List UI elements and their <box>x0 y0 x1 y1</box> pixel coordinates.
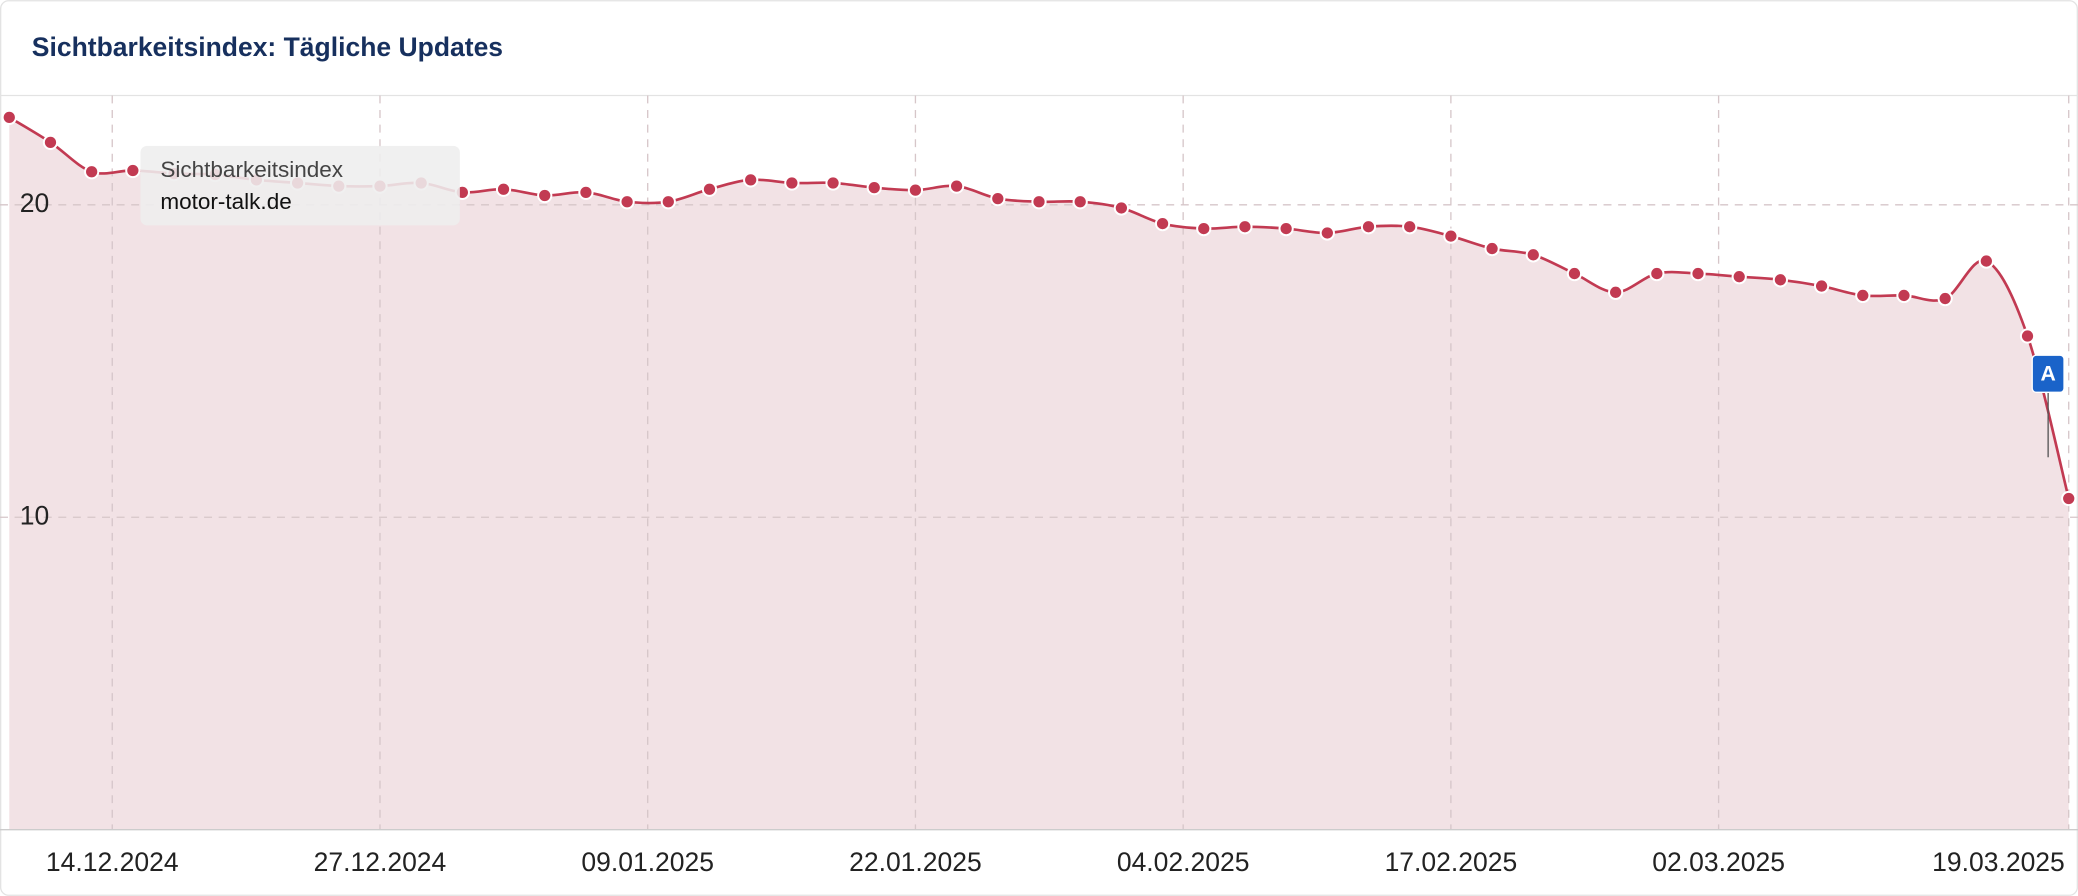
point <box>1113 200 1129 216</box>
x-tick-label: 04.02.2025 <box>1117 847 1250 877</box>
point <box>1278 220 1294 237</box>
tooltip <box>140 145 460 226</box>
point <box>1484 240 1500 257</box>
point <box>1319 225 1335 241</box>
point <box>1360 219 1377 235</box>
point <box>2019 328 2036 344</box>
point <box>1855 287 1871 304</box>
point <box>907 182 924 198</box>
point <box>1 109 17 125</box>
point <box>1031 194 1047 210</box>
point <box>1608 284 1624 300</box>
x-tick-label: 22.01.2025 <box>849 847 982 877</box>
point <box>495 181 512 197</box>
point <box>2061 490 2077 507</box>
point <box>1731 269 1747 285</box>
x-tick-label: 19.03.2025 <box>1932 847 2065 877</box>
y-tick-label: 10 <box>20 500 49 530</box>
point <box>784 175 800 191</box>
area <box>9 117 2069 830</box>
point <box>825 175 841 191</box>
point <box>1072 194 1088 210</box>
point <box>537 187 553 204</box>
annotation-label: A <box>2040 363 2055 386</box>
point <box>125 162 141 179</box>
point <box>1402 219 1418 235</box>
point <box>1649 265 1665 282</box>
point <box>949 178 965 194</box>
point <box>1196 220 1212 237</box>
point <box>578 184 594 200</box>
point <box>866 180 882 196</box>
point <box>743 172 759 188</box>
point <box>1772 272 1789 288</box>
point <box>701 181 718 197</box>
x-tick-label: 17.02.2025 <box>1385 847 1518 877</box>
point <box>1566 265 1583 282</box>
point <box>1978 253 1994 269</box>
point <box>619 194 635 210</box>
annotation-flag <box>2031 354 2065 394</box>
chart-title: Sichtbarkeitsindex: Tägliche Updates <box>32 32 503 62</box>
point <box>1443 228 1459 244</box>
x-tick-label: 14.12.2024 <box>46 847 179 877</box>
x-tick-label: 27.12.2024 <box>314 847 447 877</box>
point <box>42 134 59 150</box>
point <box>1813 278 1830 294</box>
point <box>1937 290 1953 307</box>
point <box>1525 247 1541 263</box>
x-tick-label: 02.03.2025 <box>1652 847 1785 877</box>
point <box>990 190 1006 207</box>
point <box>1896 287 1912 304</box>
point <box>1690 265 1706 282</box>
point <box>1154 215 1171 232</box>
point <box>660 194 676 210</box>
point <box>84 164 100 180</box>
x-tick-label: 09.01.2025 <box>581 847 714 877</box>
point <box>1237 219 1253 235</box>
tooltip-series: motor-talk.de <box>160 189 291 214</box>
tooltip-title: Sichtbarkeitsindex <box>160 157 343 182</box>
y-tick-label: 20 <box>20 188 49 218</box>
